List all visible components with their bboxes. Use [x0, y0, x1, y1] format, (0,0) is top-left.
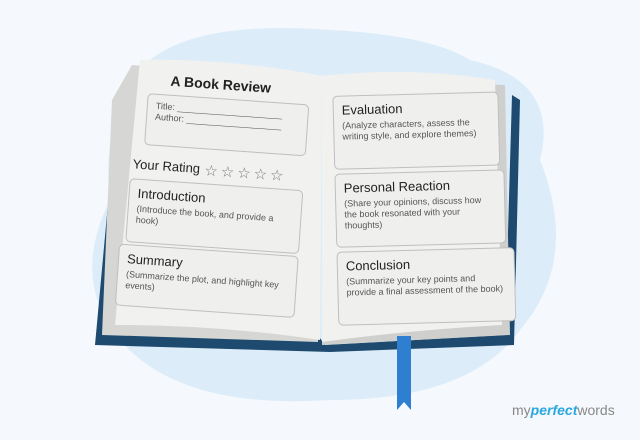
section-conclusion: Conclusion (Summarize your key points an… [336, 247, 517, 326]
section-heading: Evaluation [341, 101, 403, 118]
section-description: (Analyze characters, assess the writing … [342, 117, 477, 142]
section-description: (Share your opinions, discuss how the bo… [344, 194, 482, 231]
rating-label: Your Rating [132, 156, 201, 176]
section-heading: Personal Reaction [343, 177, 451, 196]
section-heading: Conclusion [345, 256, 411, 274]
title-author-box: Title: _____________________ Author: ___… [144, 93, 310, 157]
brand-logo: myperfectwords [512, 402, 615, 418]
page-title: A Book Review [170, 72, 272, 96]
logo-text-perfect: perfect [530, 402, 578, 418]
right-page-content: Evaluation (Analyze characters, assess t… [326, 77, 517, 332]
section-description: (Summarize your key points and provide a… [346, 273, 504, 298]
section-personal-reaction: Personal Reaction (Share your opinions, … [334, 169, 507, 248]
left-page-content: A Book Review Title: ___________________… [113, 60, 321, 343]
section-introduction: Introduction (Introduce the book, and pr… [125, 178, 304, 255]
star-rating-icons[interactable]: ☆☆☆☆☆ [203, 162, 288, 186]
section-summary: Summary (Summarize the plot, and highlig… [114, 243, 299, 318]
logo-text-words: words [577, 402, 615, 418]
bookmark-ribbon [397, 336, 411, 410]
bookmark-notch [397, 402, 411, 410]
section-evaluation: Evaluation (Analyze characters, assess t… [332, 91, 501, 170]
logo-text-my: my [512, 402, 531, 418]
